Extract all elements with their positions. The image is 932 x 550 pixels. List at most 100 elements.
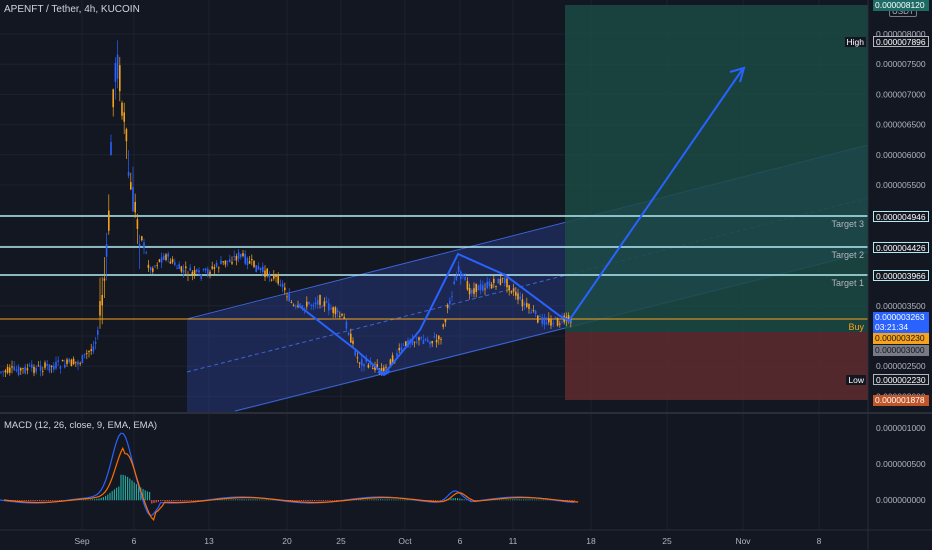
candle-body <box>427 339 429 342</box>
macd-bar <box>261 499 263 501</box>
candle-body <box>519 296 521 300</box>
macd-bar <box>168 500 170 501</box>
candle-body <box>484 288 486 290</box>
macd-bar <box>432 500 434 501</box>
candle-body <box>545 322 548 324</box>
candle-body <box>374 366 376 371</box>
macd-bar <box>39 500 41 501</box>
projection-arrowhead <box>729 66 746 83</box>
candle-body <box>299 303 301 305</box>
candle-body <box>442 324 444 327</box>
macd-bar <box>402 499 404 501</box>
candle-body <box>541 317 543 324</box>
loss-zone[interactable] <box>565 332 868 400</box>
macd-bar <box>32 500 34 501</box>
macd-bar <box>146 491 148 501</box>
macd-bar <box>498 499 500 501</box>
candle-body <box>20 368 22 371</box>
macd-bar <box>518 499 520 501</box>
date-label: Oct <box>398 536 412 546</box>
candle-body <box>31 364 33 368</box>
macd-bar <box>56 500 58 501</box>
macd-bar <box>219 499 221 501</box>
candle-body <box>37 365 40 367</box>
macd-bar <box>21 500 23 501</box>
macd-bar <box>373 499 375 501</box>
macd-bar <box>395 499 397 501</box>
candle-body <box>286 296 288 298</box>
candle-body <box>244 253 246 264</box>
macd-bar <box>177 500 179 501</box>
candle-body <box>352 340 354 344</box>
macd-bar <box>386 499 388 501</box>
candle-body <box>473 288 475 294</box>
candle-body <box>468 288 471 295</box>
candle-body <box>158 259 161 262</box>
candle-body <box>358 362 361 364</box>
candle-body <box>466 281 469 290</box>
candle-body <box>6 367 9 373</box>
macd-bar <box>25 500 27 501</box>
macd-title[interactable]: MACD (12, 26, close, 9, EMA, EMA) <box>4 420 158 431</box>
candle-body <box>449 300 451 304</box>
macd-bar <box>362 499 364 501</box>
macd-bar <box>173 500 175 501</box>
candle-body <box>213 267 216 269</box>
candle-body <box>418 337 420 341</box>
candle-body <box>270 279 273 281</box>
candle-body <box>471 289 473 293</box>
candle-body <box>279 284 282 286</box>
candle-body <box>123 112 125 122</box>
channel-mid-line[interactable] <box>186 197 869 373</box>
macd-bar <box>17 500 19 501</box>
macd-bar <box>303 500 305 501</box>
candle-body <box>134 201 136 213</box>
macd-bar <box>234 499 236 501</box>
zigzag-pattern[interactable] <box>297 252 573 376</box>
candle-body <box>39 365 42 371</box>
candle-body <box>506 278 508 288</box>
price-tick-label: 0.000007000 <box>876 89 926 99</box>
price-tick-label: 0.000008000 <box>876 29 926 39</box>
macd-bar <box>34 500 36 501</box>
macd-bar <box>228 499 230 501</box>
macd-bar <box>525 499 527 501</box>
macd-bar <box>83 499 85 501</box>
candle-body <box>75 361 77 363</box>
macd-bar <box>470 500 472 501</box>
candle-body <box>248 261 251 264</box>
macd-bar <box>360 499 362 501</box>
price-tick-label: 0.000007500 <box>876 59 926 69</box>
symbol-title[interactable]: APENFT / Tether, 4h, KUCOIN <box>4 4 140 15</box>
macd-bar <box>355 499 357 501</box>
candle-body <box>389 359 392 368</box>
macd-bar <box>331 500 333 501</box>
candle-body <box>517 293 519 300</box>
candle-body <box>174 262 176 266</box>
projection-arrow[interactable] <box>567 69 743 323</box>
candle-body <box>339 315 341 317</box>
candle-body <box>35 367 37 372</box>
candle-body <box>332 307 334 313</box>
candle-body <box>42 371 44 372</box>
macd-bar <box>171 500 173 501</box>
profit-zone[interactable] <box>565 5 868 332</box>
candle-body <box>28 365 31 367</box>
macd-bar <box>531 499 533 501</box>
candle-body <box>499 278 502 285</box>
target2-label: Target 2 <box>831 250 864 260</box>
buy-price-tag: 0.000003230 <box>873 333 929 344</box>
candle-body <box>501 277 504 279</box>
candle-body <box>246 257 249 266</box>
macd-bar <box>358 499 360 501</box>
macd-bar <box>241 499 243 501</box>
macd-bar <box>52 500 54 501</box>
macd-bar <box>162 500 164 501</box>
candle-body <box>424 339 427 341</box>
candle-body <box>383 367 385 372</box>
candle-body <box>306 301 308 307</box>
candle-body <box>548 318 550 323</box>
macd-axis[interactable]: 0.000001000 0.000000500 0.000000000 <box>876 423 926 505</box>
target3-label: Target 3 <box>831 219 864 229</box>
